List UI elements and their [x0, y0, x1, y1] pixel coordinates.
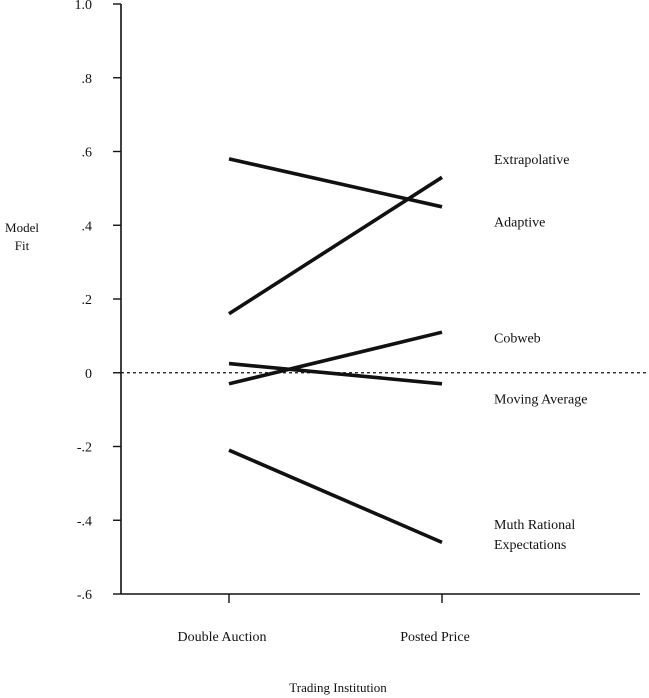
y-axis-title-line-2: Fit — [15, 238, 30, 253]
series-lines — [228, 157, 443, 545]
series-line-cobweb — [228, 330, 443, 386]
y-tick-label: .6 — [82, 146, 93, 161]
y-tick-label: -.6 — [77, 588, 92, 603]
y-axis-title-line-1: Model — [5, 220, 39, 235]
series-label-moving-average: Moving Average — [494, 393, 587, 408]
x-ticks: Double Auction Posted Price — [177, 594, 470, 645]
x-axis-title: Trading Institution — [289, 680, 387, 695]
series-line-adaptive — [228, 157, 443, 209]
y-tick-label: -.2 — [77, 441, 92, 456]
y-tick-label: .4 — [82, 219, 93, 234]
y-tick-label: .2 — [82, 293, 93, 308]
series-line-moving-average — [228, 361, 443, 386]
series-label-muth-rational-expectations: Muth Rational — [494, 518, 575, 533]
y-ticks: 1.0 .8 .6 .4 .2 0 -.2 -.4 -.6 — [75, 0, 121, 603]
x-category-label: Posted Price — [400, 630, 470, 645]
series-label-cobweb: Cobweb — [494, 332, 541, 347]
series-line-muth-rational-expectations — [228, 448, 443, 545]
y-tick-label: 0 — [85, 367, 92, 382]
series-label-muth-rational-expectations: Expectations — [494, 538, 566, 553]
x-category-label: Double Auction — [177, 630, 266, 645]
y-tick-label: 1.0 — [75, 0, 93, 13]
series-labels: Extrapolative Adaptive Cobweb Moving Averag… — [494, 153, 587, 553]
y-tick-label: .8 — [82, 72, 93, 87]
axes — [120, 4, 640, 595]
series-label-adaptive: Adaptive — [494, 216, 545, 231]
y-tick-label: -.4 — [77, 514, 92, 529]
series-label-extrapolative: Extrapolative — [494, 153, 569, 168]
